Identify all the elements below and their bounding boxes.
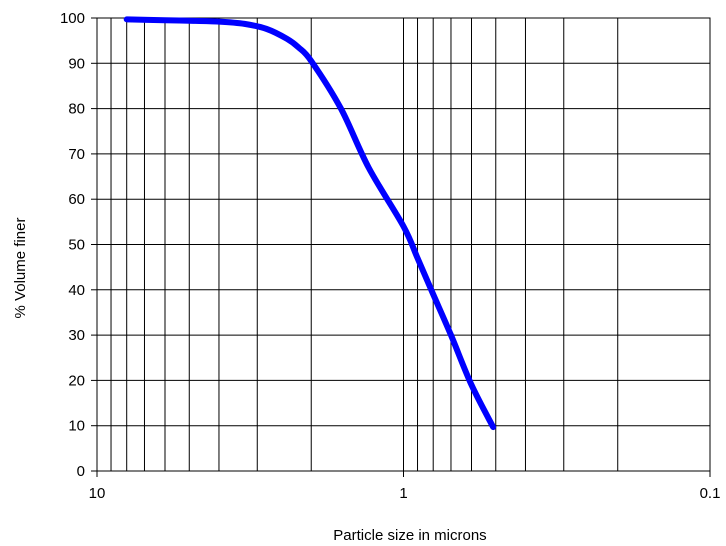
y-tick-label: 60: [68, 191, 85, 208]
y-tick-label: 70: [68, 146, 85, 163]
grid: [97, 17, 710, 472]
x-tick-label: 10: [89, 485, 106, 502]
y-tick-label: 80: [68, 101, 85, 118]
y-tick-label: 10: [68, 418, 85, 435]
x-tick-label: 0.1: [700, 485, 721, 502]
y-tick-label: 0: [77, 463, 85, 480]
axes: [91, 17, 711, 477]
y-tick-label: 20: [68, 372, 85, 389]
y-tick-label: 100: [60, 10, 85, 27]
y-tick-label: 40: [68, 282, 85, 299]
x-tick-label: 1: [399, 485, 407, 502]
x-axis-title: Particle size in microns: [333, 527, 486, 544]
y-tick-label: 50: [68, 237, 85, 254]
y-tick-label: 90: [68, 55, 85, 72]
y-tick-label: 30: [68, 327, 85, 344]
y-axis-title: % Volume finer: [12, 218, 29, 319]
series-layer: [123, 16, 497, 431]
series-line: [123, 16, 497, 431]
